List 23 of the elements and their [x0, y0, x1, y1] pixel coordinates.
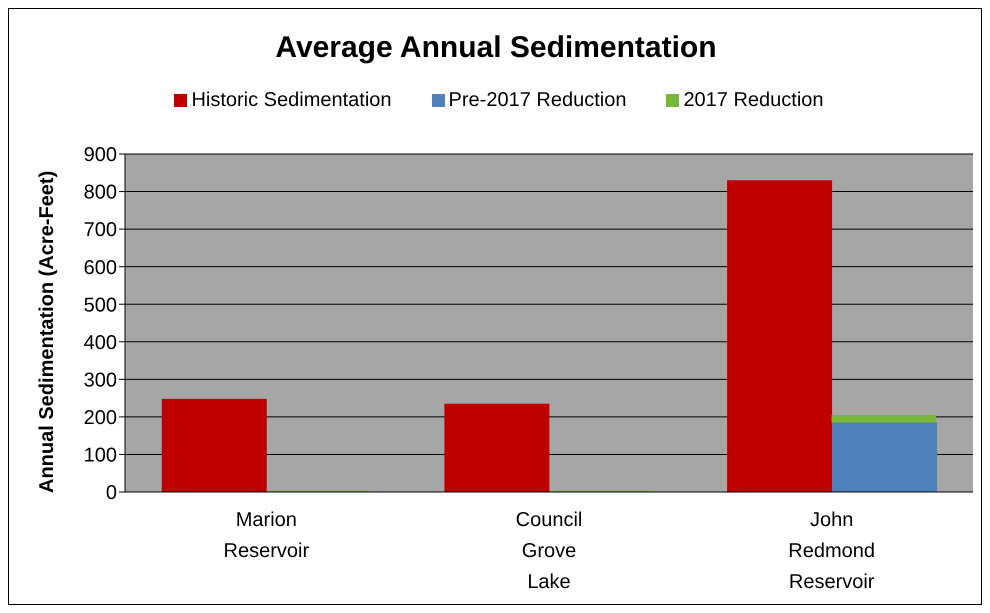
y-axis-title: Annual Sedimentation (Acre-Feet)	[36, 170, 58, 493]
x-tick-label: Council Grove Lake	[516, 509, 582, 593]
y-tick-label: 200	[84, 406, 117, 429]
y-tick-label: 900	[84, 144, 117, 166]
legend-label: 2017 Reduction	[683, 89, 824, 111]
y-tick-label: 800	[84, 182, 117, 204]
y-tick-label: 100	[84, 444, 117, 467]
legend-label: Historic Sedimentation	[191, 89, 392, 111]
x-tick-label: Marion Reservoir	[224, 509, 310, 562]
bar	[162, 398, 267, 492]
y-tick-label: 700	[84, 219, 117, 242]
bar	[727, 180, 832, 492]
bar	[444, 404, 550, 492]
y-tick-label: 300	[84, 369, 117, 392]
legend-label: Pre-2017 Reduction	[448, 89, 626, 111]
y-tick-label: 400	[84, 332, 117, 354]
y-tick-label: 0	[106, 482, 117, 504]
chart-title: Average Annual Sedimentation	[274, 31, 718, 65]
bar	[832, 415, 936, 423]
y-tick-label: 600	[84, 256, 117, 279]
x-tick-label: John Redmond Reservoir	[788, 509, 876, 593]
y-tick-label: 500	[84, 294, 117, 316]
bar	[832, 422, 938, 492]
